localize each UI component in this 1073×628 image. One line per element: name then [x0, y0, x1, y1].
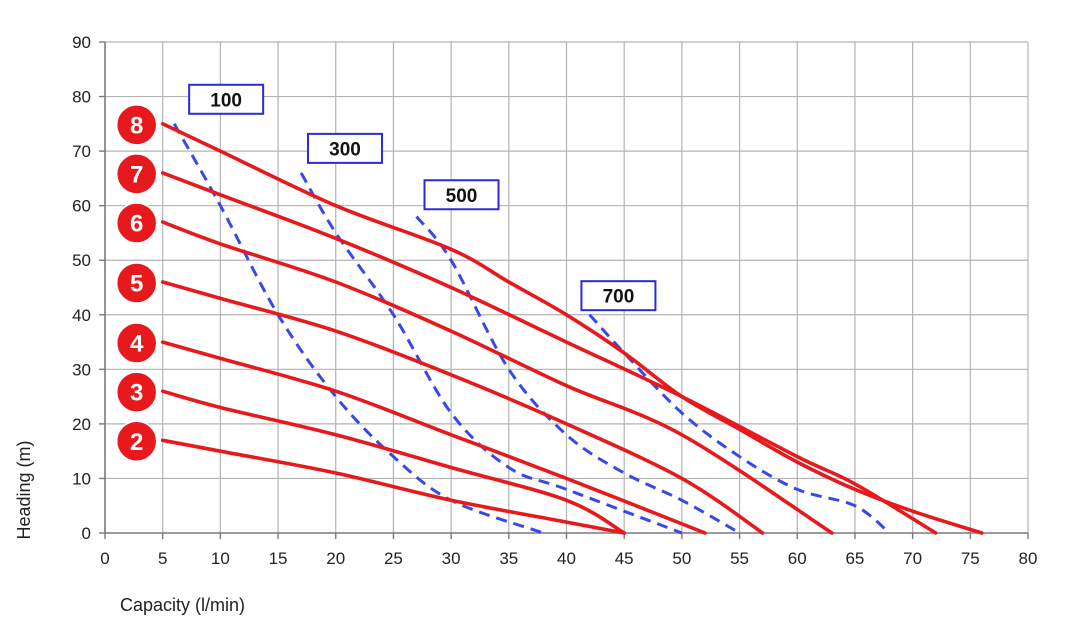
badge-circle — [115, 262, 158, 304]
curve-8 — [160, 122, 984, 535]
badge-circle — [115, 420, 158, 463]
x-tick-label: 45 — [615, 549, 634, 568]
series-badge-6: 6 — [115, 202, 158, 244]
series-badge-8: 8 — [115, 104, 158, 146]
badge-label: 2 — [130, 429, 143, 456]
iso-label-box — [306, 132, 383, 164]
badge-label: 3 — [130, 380, 143, 407]
x-tick-label: 10 — [211, 549, 230, 568]
series-badge-4: 4 — [115, 322, 158, 364]
badge-label: 7 — [130, 161, 143, 188]
x-tick-label: 20 — [326, 549, 345, 568]
badge-circle — [115, 371, 158, 413]
y-tick-label: 60 — [72, 197, 91, 216]
iso-labels: 100 300 500 700 — [188, 83, 657, 312]
curve-6 — [160, 220, 834, 535]
series-badge-7: 7 — [115, 153, 158, 195]
iso-line-500 — [415, 215, 741, 535]
y-tick-label: 90 — [72, 33, 91, 52]
iso-label-700: 700 — [580, 280, 657, 312]
iso-label-box — [423, 179, 500, 211]
iso-label-500: 500 — [423, 179, 500, 211]
x-tick-label: 30 — [442, 549, 461, 568]
badge-circle — [115, 202, 158, 244]
x-tick-label: 15 — [269, 549, 288, 568]
iso-label-box — [580, 280, 657, 312]
x-tick-labels: 0 5 10 15 20 25 30 35 40 45 50 55 60 65 70 75 80 — [100, 549, 1037, 568]
iso-label-box — [188, 83, 265, 115]
badge-label: 8 — [130, 112, 143, 139]
x-tick-label: 60 — [788, 549, 807, 568]
y-tick-label: 40 — [72, 306, 91, 325]
x-tick-label: 5 — [158, 549, 167, 568]
iso-label-text: 500 — [446, 186, 478, 207]
iso-label-text: 300 — [329, 139, 361, 160]
y-axis-label: Heading (m) — [14, 440, 34, 539]
x-tick-label: 70 — [903, 549, 922, 568]
head-curves — [160, 122, 984, 535]
y-tick-labels: 0 10 20 30 40 50 60 70 80 90 — [72, 33, 91, 543]
y-tick-label: 50 — [72, 251, 91, 270]
curve-3 — [160, 389, 626, 535]
curve-2 — [160, 438, 626, 535]
badge-circle — [115, 104, 158, 146]
x-axis-label: Capacity (l/min) — [120, 595, 245, 615]
y-tick-label: 20 — [72, 415, 91, 434]
y-tick-label: 30 — [72, 360, 91, 379]
badge-label: 4 — [130, 331, 144, 358]
x-tick-label: 65 — [845, 549, 864, 568]
series-badges: 8 7 6 5 4 3 2 — [115, 104, 158, 463]
y-tick-label: 0 — [82, 524, 91, 543]
grid — [105, 41, 1029, 533]
curve-5 — [160, 280, 765, 535]
series-badge-5: 5 — [115, 262, 158, 304]
x-tick-label: 55 — [730, 549, 749, 568]
iso-lines — [172, 123, 891, 535]
iso-line-700 — [588, 313, 891, 535]
x-tick-label: 0 — [100, 549, 109, 568]
badge-circle — [115, 153, 158, 195]
x-tick-label: 80 — [1019, 549, 1038, 568]
curve-4 — [160, 340, 707, 535]
curve-7 — [160, 171, 938, 535]
y-tick-label: 80 — [72, 88, 91, 107]
axes — [99, 41, 1029, 539]
x-tick-label: 75 — [961, 549, 980, 568]
x-tick-label: 25 — [384, 549, 403, 568]
x-tick-label: 40 — [557, 549, 576, 568]
iso-label-100: 100 — [188, 83, 265, 115]
iso-label-300: 300 — [306, 132, 383, 164]
series-badge-2: 2 — [115, 420, 158, 463]
iso-line-300 — [299, 172, 683, 535]
badge-label: 6 — [130, 211, 143, 238]
x-tick-label: 50 — [672, 549, 691, 568]
series-badge-3: 3 — [115, 371, 158, 413]
badge-circle — [115, 322, 158, 364]
badge-label: 5 — [130, 271, 143, 298]
iso-label-text: 700 — [603, 287, 635, 308]
iso-label-text: 100 — [210, 90, 242, 111]
y-tick-label: 70 — [72, 142, 91, 161]
x-tick-label: 35 — [499, 549, 518, 568]
y-tick-label: 10 — [72, 469, 91, 488]
